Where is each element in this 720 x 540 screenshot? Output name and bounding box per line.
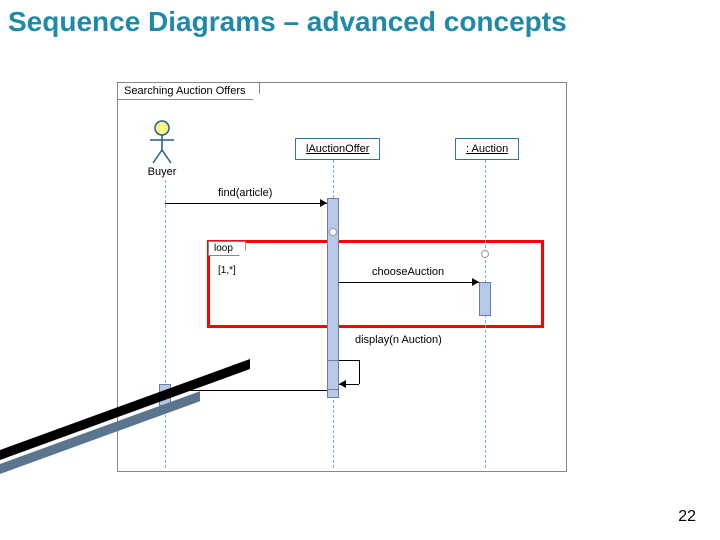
frame-label: Searching Auction Offers bbox=[117, 82, 260, 100]
message-choose-label: chooseAuction bbox=[372, 266, 444, 278]
act-auction bbox=[479, 282, 491, 316]
page-number: 22 bbox=[678, 508, 696, 526]
stick-figure-icon bbox=[145, 120, 179, 164]
message-display-label: display(n Auction) bbox=[355, 334, 442, 346]
obj-auction: : Auction bbox=[455, 138, 519, 160]
actor-buyer: Buyer bbox=[145, 120, 179, 178]
act-offer-display bbox=[327, 360, 339, 390]
self-call-segment bbox=[339, 360, 359, 361]
arrowhead-right-icon bbox=[320, 199, 327, 207]
lifeline-buyer bbox=[165, 180, 166, 468]
loop-label: loop bbox=[208, 241, 246, 256]
arrowhead-right-icon bbox=[472, 278, 479, 286]
loop-fragment: loop [1,*] bbox=[207, 240, 544, 328]
message-choose-line bbox=[339, 282, 479, 283]
message-find-label: find(article) bbox=[218, 187, 272, 199]
obj-auction-offer: lAuctionOffer bbox=[295, 138, 380, 160]
self-call-segment bbox=[359, 360, 360, 384]
arrowhead-left-icon bbox=[339, 380, 346, 388]
found-message-marker-icon bbox=[329, 228, 337, 236]
loop-guard: [1,*] bbox=[218, 265, 236, 276]
message-find-line bbox=[165, 203, 327, 204]
actor-label: Buyer bbox=[145, 166, 179, 178]
slide-title: Sequence Diagrams – advanced concepts bbox=[8, 6, 567, 38]
message-return-line bbox=[171, 390, 327, 391]
found-message-marker-icon bbox=[481, 250, 489, 258]
